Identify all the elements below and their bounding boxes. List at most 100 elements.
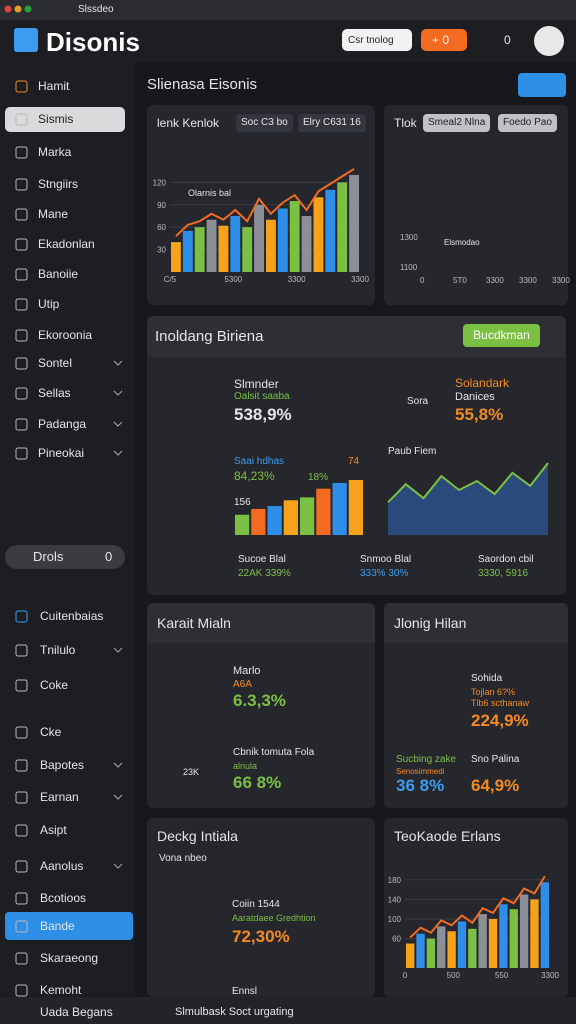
nav-item[interactable]: Bande (40, 919, 75, 933)
bar (457, 921, 467, 968)
chevron (113, 794, 123, 800)
bar (194, 227, 205, 272)
nav-item[interactable]: Padanga (38, 417, 87, 431)
tab[interactable]: Elry C631 16 (298, 114, 366, 132)
kpi-name: Solandark (455, 376, 510, 390)
nav-icon (15, 791, 28, 804)
nav-item[interactable]: Banoiie (38, 267, 79, 281)
nav-item[interactable]: Asipt (40, 823, 67, 837)
kpi-sub: Oalsit saaba (234, 391, 290, 402)
y-tick-label: 100 (388, 915, 402, 924)
item-sub: Senosimmedi (396, 767, 445, 776)
section-button[interactable]: Bucdkman (463, 324, 540, 347)
item-name: Sno Palina (471, 754, 520, 765)
nav-icon (15, 892, 28, 905)
select[interactable]: Csr tnolog (348, 35, 394, 46)
bar (540, 882, 549, 968)
nav-icon (15, 178, 28, 191)
bar (235, 514, 250, 535)
bar (283, 500, 298, 535)
nav-icon (15, 610, 28, 623)
nav-item[interactable]: Marka (38, 145, 72, 159)
stat-name: Saordon cbil (478, 554, 534, 565)
area (388, 463, 548, 535)
y-tick-label: 30 (157, 246, 166, 255)
bar (242, 227, 253, 272)
bar (251, 508, 266, 535)
nav-icon (15, 644, 28, 657)
tab[interactable]: Foedo Pao (498, 114, 557, 132)
nav-icon (15, 860, 28, 873)
y-tick-label: 120 (153, 178, 167, 187)
nav-icon (15, 824, 28, 837)
ring-label: Sora (407, 396, 429, 407)
nav-item[interactable]: Cke (40, 725, 62, 739)
kpi-value: 538,9% (234, 405, 292, 424)
bar (266, 219, 276, 272)
nav-item[interactable]: Earnan (40, 790, 79, 804)
annotation: Olarnis bal (188, 188, 232, 198)
item-value: 224,9% (471, 711, 529, 730)
chevron (113, 360, 123, 366)
nav-item[interactable]: Sellas (38, 386, 71, 400)
nav-icon (15, 80, 28, 93)
nav-item[interactable]: Tnilulo (40, 643, 76, 657)
bar (254, 204, 264, 272)
stat-name: Snmoo Blal (360, 554, 412, 565)
bar (530, 899, 539, 968)
nav-item[interactable]: Ekoroonia (38, 328, 93, 342)
nav-item[interactable]: Coke (40, 678, 69, 692)
user-name: Uada Begans (40, 1005, 113, 1019)
nav-item[interactable]: Hamit (38, 79, 70, 93)
y-tick-label: 140 (388, 895, 402, 904)
bar (349, 174, 359, 272)
nav-item[interactable]: Mane (38, 207, 69, 221)
chevron (113, 390, 123, 396)
bar (337, 182, 348, 272)
item-value: 36 8% (396, 776, 445, 795)
nav-icon (15, 113, 28, 126)
bar (277, 208, 288, 272)
toggle-count: 0 (105, 549, 113, 564)
nav-item[interactable]: Ekadonlan (38, 237, 95, 251)
toggle-label[interactable]: Drols (33, 549, 64, 564)
bar (289, 201, 300, 272)
nav-item[interactable]: Bcotioos (40, 891, 87, 905)
y-tick-label: 1300 (400, 233, 418, 242)
nav-item[interactable]: Skaraeong (40, 951, 99, 965)
tab[interactable]: Soc C3 bo (236, 114, 293, 132)
nav-icon (15, 268, 28, 281)
item-sub: A6A (233, 679, 252, 690)
nav-item[interactable]: Sismis (38, 112, 74, 126)
nav-icon (15, 387, 28, 400)
item-name: Ennsl (232, 986, 258, 997)
nav-item[interactable]: Sontel (38, 356, 73, 370)
stat-name: Sucoe Blal (238, 554, 286, 565)
tab[interactable]: Smeal2 Nlna (423, 114, 491, 132)
nav-icon (15, 329, 28, 342)
nav-item[interactable]: Cuitenbaias (40, 609, 104, 623)
nav-item[interactable]: Aanolus (40, 859, 84, 873)
card (147, 316, 566, 595)
tab-title[interactable]: Slssdeo (78, 4, 114, 15)
nav-item[interactable]: Kemoht (40, 983, 82, 997)
item-sub: Aaratdaee Gredhtion (232, 913, 316, 923)
nav-icon (15, 146, 28, 159)
nav-item[interactable]: Pineokai (38, 446, 85, 460)
bar (519, 894, 529, 968)
section-title: Inoldang Biriena (155, 328, 264, 345)
chevron (113, 421, 123, 427)
bar (313, 197, 324, 272)
x-tick-label: 3300 (486, 276, 504, 285)
kpi-name: Slmnder (234, 377, 279, 391)
nav-item[interactable]: Utip (38, 297, 60, 311)
nav-item[interactable]: Stngiirs (38, 177, 79, 191)
nav-icon (15, 298, 28, 311)
add-button[interactable]: + 0 (432, 33, 450, 47)
nav-item[interactable]: Bapotes (40, 758, 85, 772)
chevron (113, 762, 123, 768)
chevron (113, 863, 123, 869)
ring-label: 23K (183, 767, 200, 777)
bar (499, 904, 508, 968)
